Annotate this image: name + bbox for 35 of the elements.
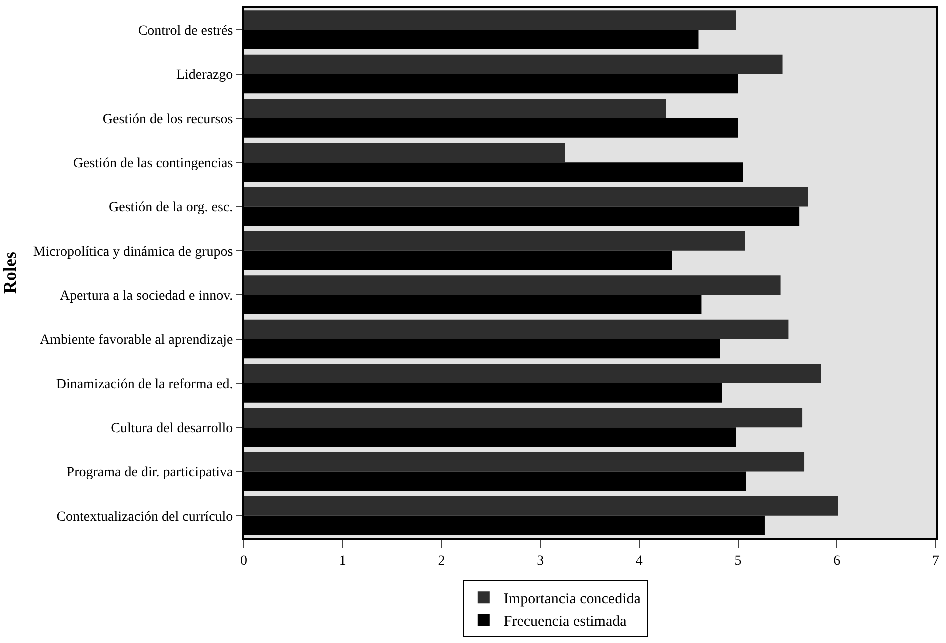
bar [244, 364, 822, 384]
y-tick-label: Programa de dir. participativa [66, 466, 234, 481]
y-tick-label: Contextualización del currículo [56, 510, 234, 525]
y-tick-label: Liderazgo [176, 68, 234, 84]
x-tick-label: 7 [932, 554, 940, 569]
x-tick-label: 3 [537, 554, 544, 569]
bar [244, 143, 566, 163]
bar [244, 452, 805, 472]
y-tick-label: Cultura del desarrollo [111, 421, 234, 436]
x-tick-label: 6 [834, 554, 841, 569]
legend-label: Frecuencia estimada [504, 614, 628, 630]
y-tick-label: Gestión de las contingencias [73, 156, 234, 172]
y-tick-label: Gestión de la org. esc. [109, 200, 234, 216]
bar [244, 10, 736, 30]
x-tick-label: 0 [240, 554, 248, 569]
y-tick-label: Apertura a la sociedad e innov. [60, 288, 234, 304]
legend-label: Importancia concedida [504, 592, 642, 608]
y-tick-label: Dinamización de la reforma ed. [56, 377, 234, 392]
y-axis-title: Roles [0, 252, 20, 294]
bar [244, 231, 746, 251]
y-tick-label: Gestión de los recursos [102, 112, 234, 128]
bar [244, 496, 838, 516]
bar [244, 320, 789, 340]
bar [244, 408, 803, 428]
bar [244, 98, 666, 118]
bar [244, 276, 781, 296]
y-tick-label: Ambiente favorable al aprendizaje [40, 333, 234, 348]
y-tick-label: Micropolítica y dinámica de grupos [33, 244, 234, 260]
y-tick-label: Control de estrés [138, 24, 234, 39]
x-tick-label: 4 [636, 554, 643, 569]
x-tick-label: 5 [734, 554, 742, 569]
x-tick-label: 1 [339, 554, 346, 569]
bar [244, 187, 808, 207]
x-tick-label: 2 [438, 554, 446, 569]
bar [244, 54, 783, 74]
